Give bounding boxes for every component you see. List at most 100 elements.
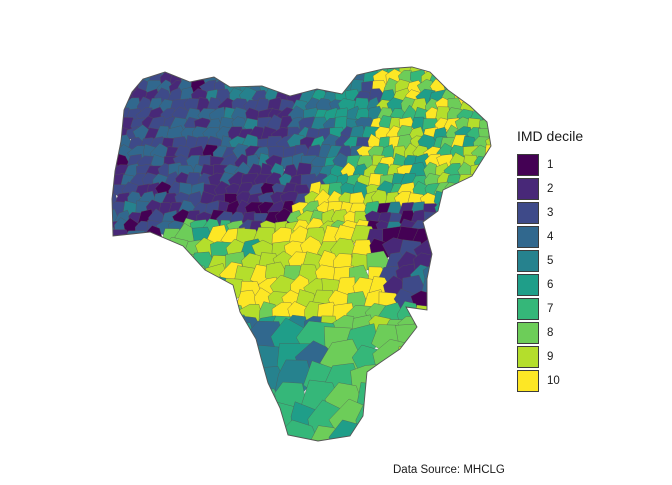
lsoa-polygon (482, 236, 491, 264)
lsoa-polygon (223, 344, 261, 379)
lsoa-polygon (456, 67, 474, 70)
lsoa-polygon (167, 263, 194, 290)
lsoa-polygon (116, 274, 143, 302)
lsoa-polygon (165, 319, 209, 357)
lsoa-polygon (449, 277, 471, 300)
lsoa-polygon (309, 67, 326, 78)
lsoa-polygon (208, 425, 245, 441)
lsoa-polygon (362, 67, 380, 71)
lsoa-polygon (313, 67, 334, 69)
lsoa-polygon (112, 107, 119, 127)
legend-label: 7 (547, 303, 554, 315)
lsoa-polygon (458, 224, 481, 251)
lsoa-polygon (468, 209, 486, 230)
lsoa-polygon (112, 265, 116, 288)
lsoa-polygon (133, 313, 157, 338)
lsoa-polygon (472, 219, 488, 236)
lsoa-polygon (238, 70, 259, 88)
lsoa-polygon (463, 236, 490, 263)
lsoa-polygon (474, 342, 491, 383)
lsoa-polygon (437, 219, 454, 239)
lsoa-polygon (112, 78, 120, 98)
lsoa-polygon (460, 192, 478, 210)
lsoa-polygon (298, 67, 316, 77)
lsoa-polygon (191, 301, 212, 328)
lsoa-polygon (112, 143, 114, 163)
lsoa-polygon (333, 67, 352, 79)
lsoa-polygon (457, 182, 477, 202)
legend-item-7: 7 (517, 297, 583, 321)
lsoa-polygon (468, 289, 491, 315)
lsoa-polygon (471, 173, 487, 192)
lsoa-polygon (112, 239, 123, 262)
lsoa-polygon (146, 316, 173, 343)
lsoa-polygon (446, 341, 486, 379)
lsoa-polygon (184, 288, 209, 315)
lsoa-polygon (468, 71, 486, 88)
lsoa-polygon (456, 399, 491, 440)
lsoa-polygon (458, 174, 479, 193)
legend-item-1: 1 (517, 153, 583, 177)
lsoa-polygon (488, 127, 491, 144)
lsoa-polygon (136, 263, 162, 289)
lsoa-polygon (489, 210, 491, 230)
lsoa-polygon (127, 304, 151, 326)
lsoa-polygon (448, 67, 466, 68)
lsoa-polygon (121, 291, 151, 316)
lsoa-polygon (469, 183, 487, 199)
lsoa-polygon (223, 303, 245, 329)
lsoa-polygon (112, 421, 152, 441)
lsoa-polygon (112, 201, 113, 220)
lsoa-polygon (488, 86, 491, 106)
lsoa-polygon (233, 423, 275, 441)
legend-label: 2 (547, 183, 554, 195)
lsoa-polygon (157, 253, 187, 275)
lsoa-polygon (212, 67, 231, 80)
legend-label: 8 (547, 327, 554, 339)
lsoa-polygon (308, 68, 329, 87)
lsoa-polygon (458, 290, 482, 316)
lsoa-polygon (478, 383, 491, 423)
lsoa-polygon (112, 337, 134, 379)
lsoa-polygon (304, 67, 323, 70)
lsoa-polygon (467, 265, 491, 289)
lsoa-polygon (112, 97, 121, 115)
lsoa-polygons (112, 67, 491, 441)
lsoa-polygon (479, 163, 491, 182)
lsoa-polygon (484, 144, 491, 163)
lsoa-polygon (353, 425, 394, 441)
lsoa-polygon (292, 67, 312, 71)
legend-item-10: 10 (517, 369, 583, 393)
lsoa-polygon (141, 399, 176, 441)
lsoa-polygon (123, 337, 163, 380)
lsoa-polygon (490, 67, 491, 69)
lsoa-polygon (461, 278, 487, 302)
lsoa-polygon (266, 67, 286, 71)
lsoa-polygon (141, 304, 168, 329)
lsoa-polygon (317, 68, 338, 89)
legend-item-2: 2 (517, 177, 583, 201)
legend-item-6: 6 (517, 273, 583, 297)
lsoa-polygon (175, 303, 199, 327)
lsoa-polygon (485, 155, 491, 174)
lsoa-polygon (481, 192, 491, 209)
lsoa-polygon (166, 385, 208, 423)
lsoa-polygon (160, 302, 185, 329)
lsoa-polygon (153, 265, 177, 287)
legend-swatch (517, 370, 539, 392)
lsoa-polygon (457, 219, 477, 239)
lsoa-polygon (481, 220, 491, 239)
lsoa-polygon (165, 403, 206, 437)
lsoa-polygon (477, 211, 491, 228)
lsoa-polygon (202, 288, 226, 314)
lsoa-polygon (124, 382, 166, 424)
lsoa-polygon (193, 314, 213, 341)
lsoa-polygon (151, 363, 189, 403)
lsoa-polygon (456, 79, 475, 95)
lsoa-polygon (143, 382, 182, 421)
lsoa-polygon (146, 276, 172, 301)
lsoa-polygon (162, 67, 181, 71)
lsoa-polygon (377, 400, 423, 441)
lsoa-polygon (116, 315, 139, 341)
